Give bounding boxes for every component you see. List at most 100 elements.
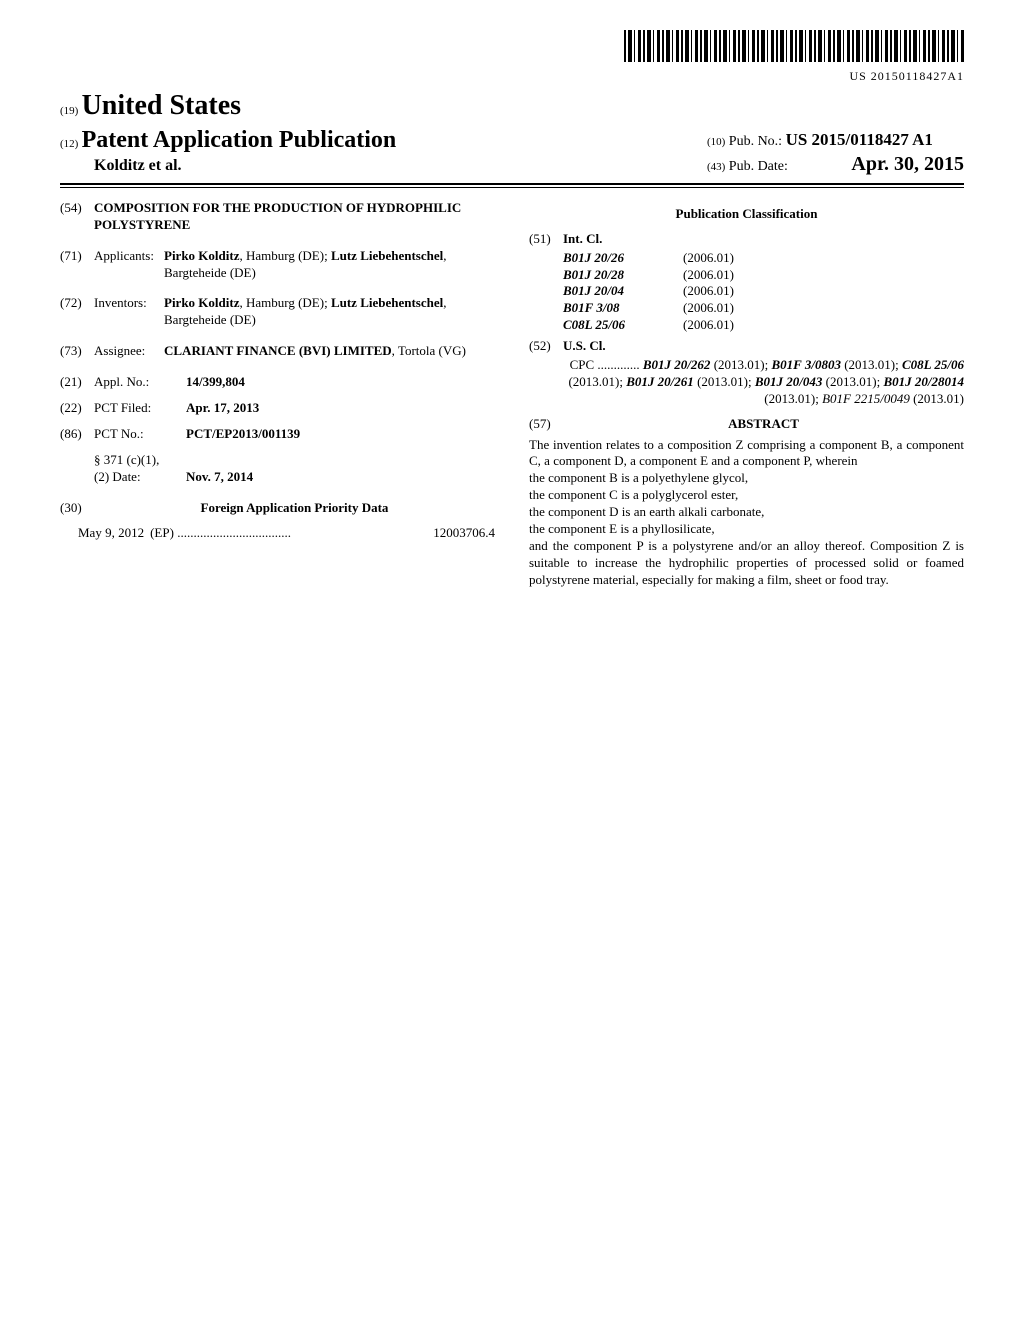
field-30: (30) Foreign Application Priority Data (60, 500, 495, 517)
pub-app-title: Patent Application Publication (82, 127, 397, 153)
country-name: United States (82, 90, 241, 121)
cpc-code: B01F 3/0803 (771, 357, 840, 372)
label-22: PCT Filed: (94, 400, 186, 417)
field-21: (21) Appl. No.: 14/399,804 (60, 374, 495, 391)
intcl-row: B01J 20/26(2006.01) (563, 250, 964, 267)
priority-cc: (EP) (150, 525, 174, 540)
label-52: U.S. Cl. (563, 338, 606, 355)
num-30: (30) (60, 500, 94, 517)
field-71: (71) Applicants: Pirko Kolditz, Hamburg … (60, 248, 495, 282)
pubdate-label: Pub. Date: (729, 159, 788, 174)
num-12: (12) (60, 138, 78, 150)
barcode-graphic (624, 30, 964, 62)
field-73: (73) Assignee: CLARIANT FINANCE (BVI) LI… (60, 343, 495, 360)
intcl-version: (2006.01) (683, 300, 734, 317)
heading-30: Foreign Application Priority Data (94, 500, 495, 517)
field-86-sub: § 371 (c)(1), (2) Date: Nov. 7, 2014 (94, 452, 495, 486)
label-73: Assignee: (94, 343, 164, 360)
num-52: (52) (529, 338, 563, 355)
num-86: (86) (60, 426, 94, 443)
assignee-value: CLARIANT FINANCE (BVI) LIMITED, Tortola … (164, 343, 495, 360)
applno-value: 14/399,804 (186, 374, 495, 391)
num-71: (71) (60, 248, 94, 282)
right-column: Publication Classification (51) Int. Cl.… (529, 200, 964, 589)
abstract-text: The invention relates to a composition Z… (529, 437, 964, 589)
field-51: (51) Int. Cl. (529, 231, 964, 248)
cpc-code: B01J 20/261 (626, 374, 694, 389)
label-86: PCT No.: (94, 426, 186, 443)
field-86: (86) PCT No.: PCT/EP2013/001139 (60, 426, 495, 443)
cpc-item: ; B01F 2215/0049 (2013.01) (815, 391, 964, 406)
cpc-block: CPC ............. B01J 20/262 (2013.01);… (563, 357, 964, 408)
intcl-version: (2006.01) (683, 283, 734, 300)
s371-date-value: Nov. 7, 2014 (186, 469, 253, 486)
label-72: Inventors: (94, 295, 164, 329)
num-54: (54) (60, 200, 94, 234)
pctfiled-value: Apr. 17, 2013 (186, 400, 495, 417)
intcl-code: B01J 20/28 (563, 267, 683, 284)
intcl-code: B01J 20/04 (563, 283, 683, 300)
abstract-li5: and the component P is a polystyrene and… (529, 538, 865, 553)
cpc-item: ; B01J 20/043 (2013.01) (748, 374, 877, 389)
header: (19) United States (12) Patent Applicati… (60, 88, 964, 184)
title-54: COMPOSITION FOR THE PRODUCTION OF HYDROP… (94, 200, 495, 234)
intcl-version: (2006.01) (683, 317, 734, 334)
applicant-1-name: Pirko Kolditz (164, 248, 239, 263)
inventors-value: Pirko Kolditz, Hamburg (DE); Lutz Liebeh… (164, 295, 495, 329)
header-right: (10) Pub. No.: US 2015/0118427 A1 (43) P… (707, 129, 964, 177)
field-72: (72) Inventors: Pirko Kolditz, Hamburg (… (60, 295, 495, 329)
label-71: Applicants: (94, 248, 164, 282)
intcl-code: C08L 25/06 (563, 317, 683, 334)
applicant-2-name: Lutz Liebehentschel (331, 248, 443, 263)
cpc-dots: ............. (594, 357, 643, 372)
header-authors: Kolditz et al. (94, 156, 396, 177)
abstract-heading: ABSTRACT (563, 416, 964, 433)
abstract-li1: the component B is a polyethylene glycol… (529, 470, 748, 485)
inventor-1-name: Pirko Kolditz (164, 295, 239, 310)
intcl-code: B01J 20/26 (563, 250, 683, 267)
priority-date: May 9, 2012 (78, 525, 144, 542)
header-left: (19) United States (12) Patent Applicati… (60, 88, 396, 176)
intcl-code: B01F 3/08 (563, 300, 683, 317)
intcl-list: B01J 20/26(2006.01)B01J 20/28(2006.01)B0… (563, 250, 964, 334)
num-73: (73) (60, 343, 94, 360)
pub-date: Apr. 30, 2015 (851, 153, 964, 175)
field-52: (52) U.S. Cl. (529, 338, 964, 355)
columns: (54) COMPOSITION FOR THE PRODUCTION OF H… (60, 200, 964, 589)
cpc-item: B01J 20/262 (2013.01) (643, 357, 765, 372)
label-21: Appl. No.: (94, 374, 186, 391)
num-21: (21) (60, 374, 94, 391)
intcl-row: B01J 20/28(2006.01) (563, 267, 964, 284)
pubno-label: Pub. No.: (729, 134, 782, 149)
intcl-row: B01J 20/04(2006.01) (563, 283, 964, 300)
abstract-li3: the component D is an earth alkali carbo… (529, 504, 764, 519)
intcl-row: B01F 3/08(2006.01) (563, 300, 964, 317)
inventor-2-name: Lutz Liebehentschel (331, 295, 443, 310)
cpc-code: B01J 20/28014 (883, 374, 964, 389)
cpc-item: ; B01J 20/261 (2013.01) (619, 374, 748, 389)
barcode-block: US 20150118427A1 (60, 30, 964, 84)
cpc-code: B01J 20/262 (643, 357, 711, 372)
num-51: (51) (529, 231, 563, 248)
cpc-code: B01J 20/043 (755, 374, 823, 389)
field-22: (22) PCT Filed: Apr. 17, 2013 (60, 400, 495, 417)
abstract-p1: The invention relates to a composition Z… (529, 437, 964, 469)
num-19: (19) (60, 105, 78, 117)
intcl-row: C08L 25/06(2006.01) (563, 317, 964, 334)
abstract-li4: the component E is a phyllosilicate, (529, 521, 715, 536)
intcl-version: (2006.01) (683, 267, 734, 284)
barcode-number: US 20150118427A1 (60, 69, 964, 85)
applicants-value: Pirko Kolditz, Hamburg (DE); Lutz Liebeh… (164, 248, 495, 282)
intcl-version: (2006.01) (683, 250, 734, 267)
num-57: (57) (529, 416, 563, 433)
abstract-li2: the component C is a polyglycerol ester, (529, 487, 738, 502)
num-43: (43) (707, 161, 725, 173)
field-57: (57) ABSTRACT (529, 416, 964, 433)
cpc-code: B01F 2215/0049 (822, 391, 910, 406)
s371-label: § 371 (c)(1), (94, 452, 495, 469)
num-10: (10) (707, 136, 725, 148)
priority-cc-line: (EP) (144, 525, 433, 542)
num-72: (72) (60, 295, 94, 329)
num-22: (22) (60, 400, 94, 417)
field-54: (54) COMPOSITION FOR THE PRODUCTION OF H… (60, 200, 495, 234)
